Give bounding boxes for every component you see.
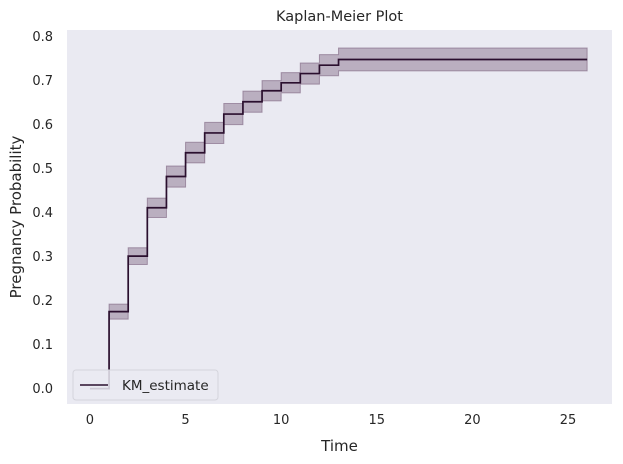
y-tick-label: 0.3 [32, 250, 53, 265]
legend-label-km-estimate: KM_estimate [122, 378, 209, 394]
x-axis-label: Time [320, 437, 358, 455]
x-tick-label: 10 [273, 413, 290, 428]
y-tick-label: 0.2 [32, 294, 53, 309]
x-tick-label: 5 [181, 413, 189, 428]
x-tick-label: 15 [369, 413, 386, 428]
legend: KM_estimate [72, 369, 219, 401]
y-tick-label: 0.1 [32, 338, 53, 353]
y-tick-label: 0.6 [32, 118, 53, 133]
y-tick-label: 0.5 [32, 162, 53, 177]
y-axis-label: Pregnancy Probability [7, 136, 25, 299]
legend-box [72, 369, 219, 401]
x-tick-label: 25 [560, 413, 577, 428]
y-tick-label: 0.4 [32, 206, 53, 221]
y-tick-label: 0.8 [32, 30, 53, 45]
chart-title: Kaplan-Meier Plot [276, 9, 403, 25]
x-tick-label: 20 [464, 413, 481, 428]
x-tick-label: 0 [86, 413, 94, 428]
series-line-km-estimate [89, 58, 588, 390]
y-tick-label: 0.7 [32, 74, 53, 89]
y-tick-label: 0.0 [32, 382, 53, 397]
